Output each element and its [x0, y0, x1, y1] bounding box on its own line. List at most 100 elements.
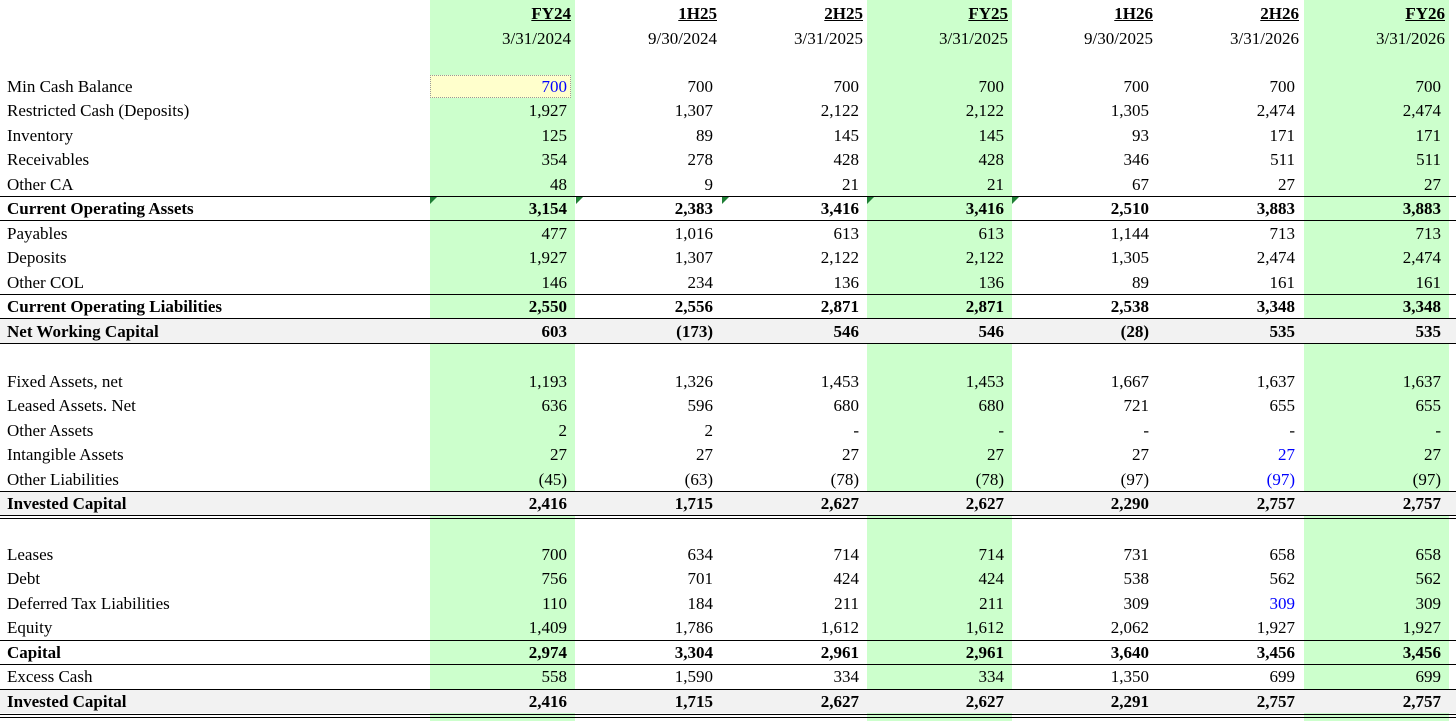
column-header-date[interactable]: 3/31/2025: [794, 29, 863, 48]
value-cell[interactable]: 1,453: [820, 372, 859, 391]
value-cell[interactable]: 2,757: [1256, 692, 1295, 711]
value-cell[interactable]: 2,383: [674, 199, 713, 218]
row-label[interactable]: Payables: [7, 224, 68, 243]
value-cell[interactable]: 3,416: [820, 199, 859, 218]
value-cell[interactable]: 424: [833, 569, 860, 588]
value-cell[interactable]: 699: [1415, 667, 1442, 686]
value-cell[interactable]: 596: [687, 396, 714, 415]
value-cell[interactable]: 713: [1269, 224, 1296, 243]
value-cell[interactable]: 161: [1269, 273, 1296, 292]
value-cell[interactable]: 21: [987, 175, 1004, 194]
value-cell[interactable]: 558: [541, 667, 568, 686]
value-cell[interactable]: 3,883: [1256, 199, 1295, 218]
value-cell[interactable]: 700: [978, 77, 1005, 96]
value-cell[interactable]: 21: [842, 175, 859, 194]
row-label[interactable]: Inventory: [7, 126, 74, 145]
value-cell[interactable]: 2,757: [1304, 689, 1449, 713]
column-header-date[interactable]: 3/31/2025: [939, 29, 1008, 48]
value-cell[interactable]: 1,612: [820, 618, 859, 637]
column-header-date[interactable]: 3/31/2026: [1230, 29, 1299, 48]
value-cell[interactable]: 2: [558, 421, 568, 440]
value-cell[interactable]: 634: [687, 545, 714, 564]
value-cell[interactable]: 2,474: [1402, 101, 1441, 120]
value-cell[interactable]: 700: [1123, 77, 1150, 96]
value-cell[interactable]: 27: [1278, 175, 1295, 194]
value-cell[interactable]: 700: [541, 545, 568, 564]
value-cell[interactable]: 3,154: [528, 199, 567, 218]
value-cell[interactable]: 184: [687, 594, 714, 613]
value-cell[interactable]: 2,290: [1110, 494, 1149, 513]
value-cell[interactable]: 2,510: [1110, 199, 1149, 218]
row-label[interactable]: Receivables: [7, 150, 90, 169]
value-cell[interactable]: (97): [1266, 470, 1295, 489]
value-cell[interactable]: (97): [1120, 470, 1149, 489]
value-cell[interactable]: (78): [975, 470, 1004, 489]
value-cell[interactable]: 2,122: [820, 101, 859, 120]
value-cell[interactable]: 713: [1415, 224, 1442, 243]
value-cell[interactable]: 1,307: [674, 248, 713, 267]
column-header-label[interactable]: 1H25: [678, 4, 717, 23]
row-label[interactable]: Equity: [7, 618, 53, 637]
value-cell[interactable]: 145: [978, 126, 1005, 145]
value-cell[interactable]: 546: [833, 322, 860, 341]
value-cell[interactable]: 636: [541, 396, 568, 415]
value-cell[interactable]: 603: [430, 319, 575, 343]
value-cell[interactable]: 3,456: [1256, 643, 1295, 662]
value-cell[interactable]: 535: [1304, 319, 1449, 343]
value-cell[interactable]: 680: [978, 396, 1005, 415]
value-cell[interactable]: 27: [1132, 445, 1149, 464]
column-header-label[interactable]: FY24: [531, 4, 571, 23]
value-cell[interactable]: 1,715: [674, 692, 713, 711]
value-cell[interactable]: 1,667: [1110, 372, 1149, 391]
row-label[interactable]: Leases: [7, 545, 54, 564]
value-cell[interactable]: 27: [842, 445, 859, 464]
value-cell[interactable]: 2,757: [1256, 494, 1295, 513]
row-label[interactable]: Deferred Tax Liabilities: [7, 594, 170, 613]
value-cell[interactable]: 3,304: [674, 643, 713, 662]
column-header-label[interactable]: FY26: [1405, 4, 1445, 23]
value-cell[interactable]: 3,640: [1110, 643, 1149, 662]
value-cell[interactable]: 428: [833, 150, 860, 169]
value-cell[interactable]: 1,637: [1402, 372, 1441, 391]
value-cell[interactable]: 136: [978, 273, 1005, 292]
value-cell[interactable]: 2,550: [528, 297, 567, 316]
value-cell[interactable]: 655: [1415, 396, 1442, 415]
value-cell[interactable]: -: [998, 421, 1004, 440]
value-cell[interactable]: 535: [1269, 322, 1296, 341]
value-cell[interactable]: 125: [541, 126, 568, 145]
value-cell[interactable]: 93: [1132, 126, 1149, 145]
value-cell[interactable]: 2,538: [1110, 297, 1149, 316]
value-cell[interactable]: 27: [550, 445, 567, 464]
value-cell[interactable]: 1,786: [674, 618, 713, 637]
value-cell[interactable]: 48: [550, 175, 567, 194]
value-cell[interactable]: 2: [704, 421, 714, 440]
column-header-date[interactable]: 9/30/2024: [648, 29, 717, 48]
value-cell[interactable]: 2,627: [867, 491, 1012, 515]
value-cell[interactable]: 2,556: [674, 297, 713, 316]
row-label[interactable]: Leased Assets. Net: [7, 396, 136, 415]
value-cell[interactable]: 1,590: [674, 667, 713, 686]
value-cell[interactable]: 1,715: [674, 494, 713, 513]
row-label[interactable]: Excess Cash: [7, 667, 93, 686]
value-cell[interactable]: 1,016: [674, 224, 713, 243]
value-cell[interactable]: 2,416: [430, 689, 575, 713]
value-cell[interactable]: 309: [1123, 594, 1150, 613]
value-cell[interactable]: -: [853, 421, 859, 440]
value-cell[interactable]: 1,350: [1110, 667, 1149, 686]
value-cell[interactable]: 658: [1269, 545, 1296, 564]
column-header-date[interactable]: 9/30/2025: [1084, 29, 1153, 48]
value-cell[interactable]: 658: [1415, 545, 1442, 564]
value-cell[interactable]: 309: [1269, 594, 1296, 613]
value-cell[interactable]: 1,409: [528, 618, 567, 637]
row-label[interactable]: Debt: [7, 569, 41, 588]
value-cell[interactable]: 3,883: [1402, 199, 1441, 218]
value-cell[interactable]: 613: [833, 224, 860, 243]
column-header-label[interactable]: 1H26: [1114, 4, 1153, 23]
row-label[interactable]: Net Working Capital: [7, 322, 159, 341]
value-cell[interactable]: 2,474: [1402, 248, 1441, 267]
value-cell[interactable]: 714: [833, 545, 860, 564]
column-header-date[interactable]: 3/31/2024: [502, 29, 571, 48]
value-cell[interactable]: 2,627: [867, 689, 1012, 713]
row-label[interactable]: Restricted Cash (Deposits): [7, 101, 190, 120]
value-cell[interactable]: 2,961: [965, 643, 1004, 662]
